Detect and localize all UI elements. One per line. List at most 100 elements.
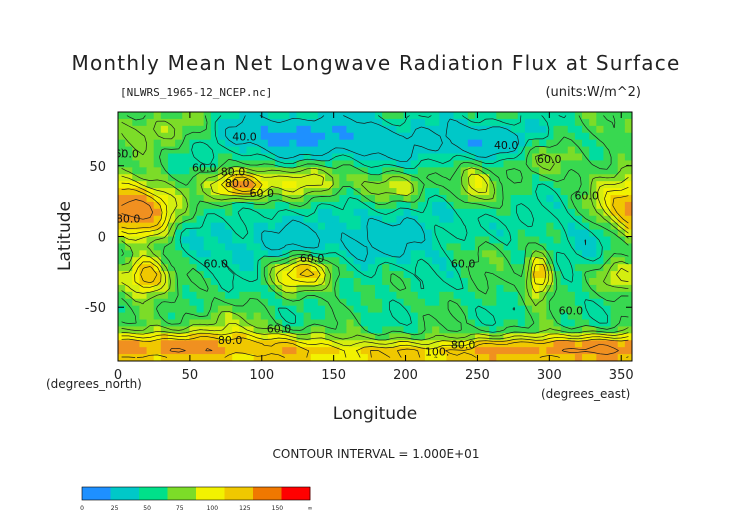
heat-cell xyxy=(474,215,483,224)
heat-cell xyxy=(239,264,248,272)
heat-cell xyxy=(339,354,348,361)
heat-cell xyxy=(432,181,440,189)
heat-cell xyxy=(303,347,312,355)
heat-cell xyxy=(210,278,219,286)
heat-cell xyxy=(582,174,590,182)
heat-cell xyxy=(125,153,133,162)
heat-cell xyxy=(317,347,326,355)
heat-cell xyxy=(332,298,340,307)
heat-cell xyxy=(546,181,555,189)
heat-cell xyxy=(118,278,126,286)
heat-cell xyxy=(239,250,248,258)
heat-cell xyxy=(624,188,632,196)
heat-cell xyxy=(403,347,412,355)
heat-cell xyxy=(417,118,426,127)
heat-cell xyxy=(467,271,476,279)
heat-cell xyxy=(346,319,355,328)
heat-cell xyxy=(303,229,312,238)
heat-cell xyxy=(410,195,419,203)
heat-cell xyxy=(189,250,198,258)
heat-cell xyxy=(153,195,162,203)
heat-cell xyxy=(624,125,632,134)
heat-cell xyxy=(424,181,433,189)
heat-cell xyxy=(617,319,626,328)
heat-cell xyxy=(282,146,290,155)
heat-cell xyxy=(567,118,576,127)
heat-cell xyxy=(325,271,333,279)
heat-cell xyxy=(503,236,512,245)
heat-cell xyxy=(310,139,319,148)
heat-cell xyxy=(317,340,326,348)
heat-cell xyxy=(453,215,462,224)
heat-cell xyxy=(496,298,505,307)
heat-cell xyxy=(603,167,612,175)
heat-cell xyxy=(432,208,440,217)
heat-cell xyxy=(132,312,141,321)
heat-cell xyxy=(403,222,412,231)
heat-cell xyxy=(382,215,390,224)
heat-cell xyxy=(296,222,305,231)
heat-cell xyxy=(353,195,362,203)
heat-cell xyxy=(489,305,497,314)
heat-cell xyxy=(553,167,562,175)
heat-cell xyxy=(196,340,205,348)
heat-cell xyxy=(503,333,512,341)
heat-cell xyxy=(582,125,590,134)
heat-cell xyxy=(389,188,398,196)
heat-cell xyxy=(439,354,447,361)
heat-cell xyxy=(389,305,398,314)
heat-cell xyxy=(596,305,605,314)
heat-cell xyxy=(353,278,362,286)
heat-cell xyxy=(532,312,540,321)
heat-cell xyxy=(196,250,205,258)
heat-cell xyxy=(146,201,155,210)
heat-cell xyxy=(524,250,533,258)
heat-cell xyxy=(225,118,233,127)
heat-cell xyxy=(260,326,269,334)
heat-cell xyxy=(589,118,597,127)
heat-cell xyxy=(275,139,283,148)
heat-cell xyxy=(267,167,276,175)
heat-cell xyxy=(260,208,269,217)
heat-cell xyxy=(153,354,162,361)
heat-cell xyxy=(439,222,447,231)
heat-cell xyxy=(517,243,526,251)
heat-cell xyxy=(203,333,212,341)
heat-cell xyxy=(582,347,590,355)
heat-cell xyxy=(296,188,305,196)
heat-cell xyxy=(524,319,533,328)
heat-cell xyxy=(532,229,540,238)
heat-cell xyxy=(360,125,369,134)
heat-cell xyxy=(225,167,233,175)
heat-cell xyxy=(196,264,205,272)
heat-cell xyxy=(539,284,547,293)
heat-cell xyxy=(239,229,248,238)
heat-cell xyxy=(446,340,455,348)
heat-cell xyxy=(260,112,269,120)
heat-cell xyxy=(246,160,255,168)
heat-cell xyxy=(267,312,276,321)
heat-cell xyxy=(367,132,376,141)
heat-cell xyxy=(382,312,390,321)
heat-cell xyxy=(396,243,405,251)
heat-cell xyxy=(146,146,155,155)
heat-cell xyxy=(532,160,540,168)
heat-cell xyxy=(467,174,476,182)
heat-cell xyxy=(175,139,183,148)
heat-cell xyxy=(325,222,333,231)
heat-cell xyxy=(346,340,355,348)
heat-cell xyxy=(524,174,533,182)
heat-cell xyxy=(325,208,333,217)
heat-cell xyxy=(225,319,233,328)
heat-cell xyxy=(175,153,183,162)
heat-cell xyxy=(503,181,512,189)
heat-cell xyxy=(532,112,540,120)
heat-cell xyxy=(624,222,632,231)
heat-cell xyxy=(367,188,376,196)
contour-label: 100. xyxy=(425,345,450,358)
heat-cell xyxy=(353,264,362,272)
heat-cell xyxy=(182,291,190,300)
heat-cell xyxy=(467,236,476,245)
heat-cell xyxy=(225,112,233,120)
heat-cell xyxy=(225,139,233,148)
